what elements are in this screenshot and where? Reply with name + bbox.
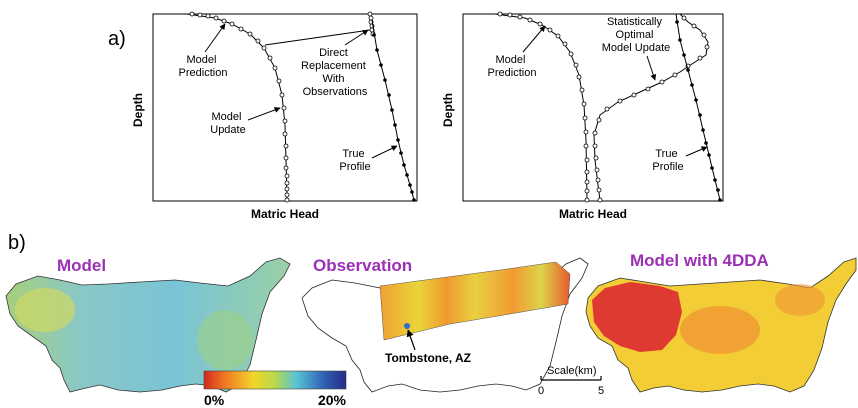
left-model-markers xyxy=(189,11,290,203)
model-map-yellow-patch xyxy=(15,288,75,332)
scale-bar: Scale(km) 0 5 xyxy=(538,365,604,397)
panel-a-label: a) xyxy=(108,28,126,50)
right-true-profile-label: True Profile xyxy=(652,148,683,173)
left-true-markers xyxy=(372,33,416,202)
model-4dda-map-title: Model with 4DDA xyxy=(630,251,769,270)
left-true-profile-arrow xyxy=(371,145,398,159)
scale-bar-end: 5 xyxy=(598,385,604,397)
observation-site-marker xyxy=(404,323,410,329)
left-direct-replacement-arrow xyxy=(344,29,369,46)
right-plot-y-label: Depth xyxy=(441,93,455,127)
observation-swath xyxy=(379,261,571,341)
left-true-profile-label: True Profile xyxy=(339,148,370,173)
panel-b-label: b) xyxy=(8,232,26,254)
observation-map: Tombstone, AZ Observation xyxy=(301,256,589,393)
left-plot-x-label: Matric Head xyxy=(251,207,319,221)
model-map-title: Model xyxy=(57,256,106,275)
left-plot-y-label: Depth xyxy=(131,93,145,127)
model-map: Model xyxy=(5,256,291,393)
left-profile-plot: Depth Matric Head Model Predic xyxy=(131,11,418,221)
left-model-update-label: Model Update xyxy=(210,111,245,136)
left-model-prediction-label: Model Prediction xyxy=(179,54,228,79)
model-4dda-orange-patch xyxy=(680,306,760,354)
right-true-profile-arrow xyxy=(685,146,708,157)
scale-bar-title: Scale(km) xyxy=(547,365,597,377)
colorbar-max-label: 20% xyxy=(318,392,347,408)
right-true-markers xyxy=(675,20,722,202)
right-optimal-update-label: Statistically Optimal Model Update xyxy=(602,16,671,54)
right-profile-plot: Depth Matric Head xyxy=(441,11,724,221)
right-plot-x-label: Matric Head xyxy=(559,207,627,221)
colorbar-gradient xyxy=(203,370,347,390)
model-4dda-red-region xyxy=(592,282,682,352)
colorbar: 0% 20% xyxy=(203,370,347,408)
right-model-prediction-label: Model Prediction xyxy=(488,54,537,79)
left-model-update-arrow xyxy=(247,107,281,121)
scale-bar-start: 0 xyxy=(538,385,544,397)
left-model-prediction-arrow xyxy=(204,23,226,53)
left-direct-replacement-label: Direct Replacement With Observations xyxy=(301,47,369,98)
model-map-green-patch xyxy=(197,310,253,370)
right-model-markers xyxy=(497,11,590,203)
right-model-prediction-arrow xyxy=(522,25,546,53)
model-4dda-map: Model with 4DDA xyxy=(585,251,857,393)
observation-map-title: Observation xyxy=(313,256,412,275)
right-plot-frame xyxy=(462,13,724,202)
left-replacement-line xyxy=(264,29,371,46)
colorbar-min-label: 0% xyxy=(204,392,225,408)
observation-site-arrow xyxy=(406,329,416,351)
model-4dda-orange-patch-2 xyxy=(775,284,825,316)
right-optimal-markers xyxy=(592,15,710,203)
observation-site-label: Tombstone, AZ xyxy=(385,351,471,365)
right-optimal-update-arrow xyxy=(646,55,657,81)
